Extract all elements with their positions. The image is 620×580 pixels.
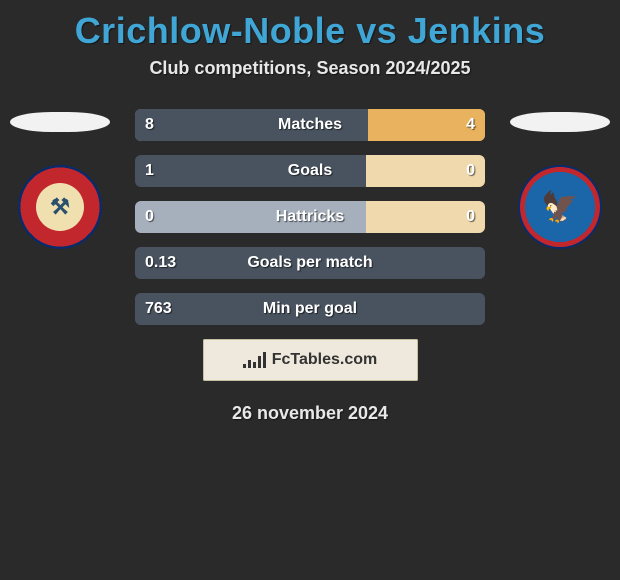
team-crest-right: 🦅 <box>518 165 602 249</box>
stat-label: Hattricks <box>205 208 415 226</box>
brand-box[interactable]: FcTables.com <box>203 339 418 381</box>
bar-chart-icon <box>243 352 266 368</box>
stat-label: Goals <box>205 162 415 180</box>
team-crest-left: ⚒ <box>18 165 102 249</box>
stat-row: 1Goals0 <box>135 155 485 187</box>
stat-label: Goals per match <box>205 254 415 272</box>
stat-value-right: 0 <box>415 208 485 226</box>
comparison-title: Crichlow-Noble vs Jenkins <box>0 0 620 52</box>
comparison-content: ⚒ 🦅 8Matches41Goals00Hattricks00.13Goals… <box>0 109 620 424</box>
stat-label: Min per goal <box>205 300 415 318</box>
stat-row: 763Min per goal <box>135 293 485 325</box>
stat-row: 0.13Goals per match <box>135 247 485 279</box>
brand-text: FcTables.com <box>272 351 378 369</box>
stat-row: 0Hattricks0 <box>135 201 485 233</box>
stat-rows: 8Matches41Goals00Hattricks00.13Goals per… <box>135 109 485 325</box>
phoenix-icon: 🦅 <box>541 190 578 225</box>
snapshot-date: 26 november 2024 <box>0 403 620 424</box>
player-avatar-left <box>10 112 110 132</box>
hammers-icon: ⚒ <box>36 183 84 231</box>
stat-row: 8Matches4 <box>135 109 485 141</box>
stat-value-left: 1 <box>135 162 205 180</box>
stat-label: Matches <box>205 116 415 134</box>
season-subtitle: Club competitions, Season 2024/2025 <box>0 58 620 79</box>
player-avatar-right <box>510 112 610 132</box>
stat-value-left: 0.13 <box>135 254 205 272</box>
stat-value-left: 8 <box>135 116 205 134</box>
stat-value-left: 763 <box>135 300 205 318</box>
stat-value-right: 0 <box>415 162 485 180</box>
stat-value-left: 0 <box>135 208 205 226</box>
stat-value-right: 4 <box>415 116 485 134</box>
